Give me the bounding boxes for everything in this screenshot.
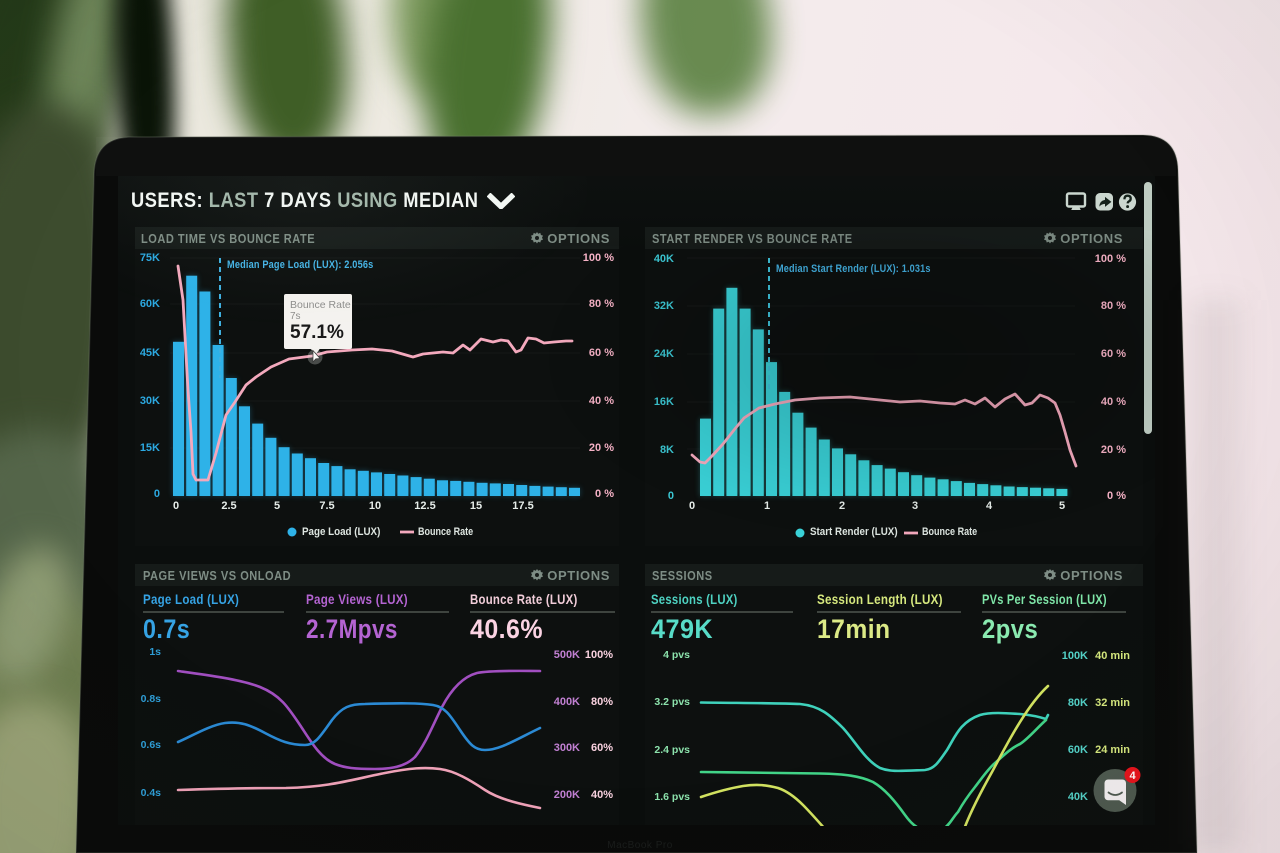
svg-text:4: 4 (1129, 770, 1136, 782)
